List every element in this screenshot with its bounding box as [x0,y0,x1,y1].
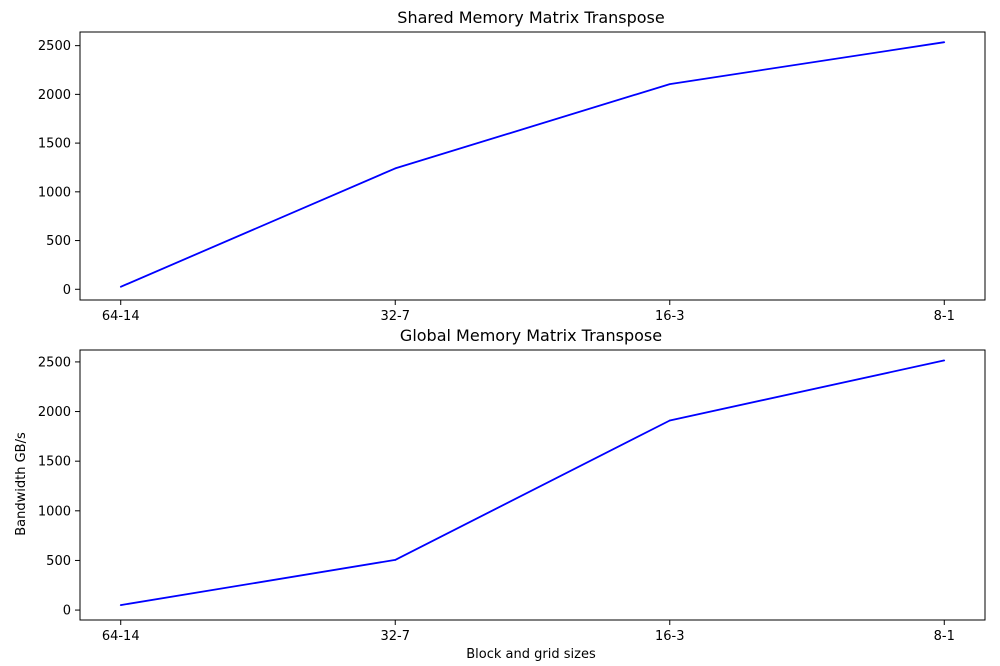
y-tick-label: 2500 [38,39,71,54]
x-tick-label: 16-3 [655,309,685,324]
y-axis-label: Bandwidth GB/s [14,432,29,536]
global-memory-panel: Global Memory Matrix Transpose Bandwidth… [14,326,986,662]
series-line [120,359,945,606]
series-line [120,41,945,288]
plot-frame [79,349,986,621]
data-point [668,419,671,422]
data-point [394,167,397,170]
shared-memory-panel: Shared Memory Matrix Transpose 64-14 32-7… [38,8,986,324]
data-point [394,559,397,561]
y-tick-label: 2000 [38,88,71,103]
y-tick-label: 2500 [38,355,71,370]
y-tick-label: 0 [63,283,71,298]
x-tick-label: 32-7 [380,309,410,324]
y-tick-label: 1000 [38,504,71,519]
x-tick-label: 64-14 [102,309,140,324]
data-point [668,83,671,85]
chart-title: Global Memory Matrix Transpose [400,326,662,345]
data-point [119,604,122,606]
data-point [943,41,946,44]
x-axis-label: Block and grid sizes [466,647,596,662]
data-point [119,286,122,288]
plot-frame [79,31,986,301]
y-tick-label: 0 [63,604,71,619]
x-tick-label: 8-1 [934,309,955,324]
y-tick-label: 500 [46,554,71,569]
chart-title: Shared Memory Matrix Transpose [397,8,664,27]
y-tick-label: 1500 [38,455,71,470]
y-tick-label: 500 [46,234,71,249]
y-tick-label: 2000 [38,405,71,420]
x-tick-label: 16-3 [655,629,685,644]
y-tick-label: 1500 [38,137,71,152]
data-point [943,359,946,362]
y-tick-label: 1000 [38,185,71,200]
x-tick-label: 32-7 [380,629,410,644]
x-tick-label: 64-14 [102,629,140,644]
x-tick-label: 8-1 [934,629,955,644]
